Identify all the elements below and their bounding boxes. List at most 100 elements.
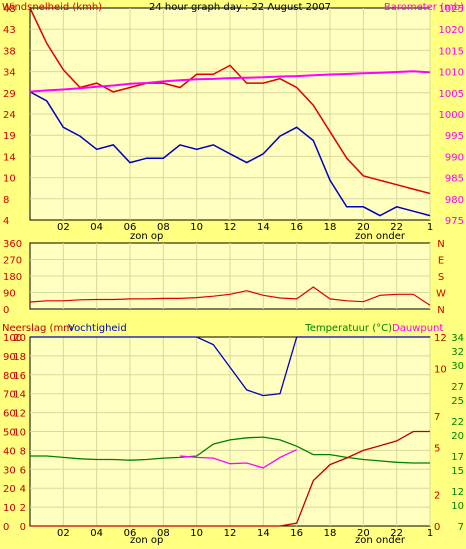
direction-tick-label: 270 <box>3 256 22 267</box>
barometer-tick-label: 1025 <box>439 4 464 15</box>
direction-tick-label: 360 <box>3 239 22 250</box>
humidity-tick-label: 20 <box>3 484 16 495</box>
temperature-tick-label: 32 <box>451 347 464 358</box>
x-tick-label: 04 <box>90 222 103 233</box>
wind-tick-label: 19 <box>3 131 16 142</box>
x-tick-label: 10 <box>190 222 203 233</box>
wind-tick-label: 8 <box>3 195 9 206</box>
barometer-tick-label: 985 <box>445 174 464 185</box>
humidity-tick-label: 10 <box>3 503 16 514</box>
temperature-tick-label: 30 <box>451 361 464 372</box>
x-tick-label: 16 <box>290 222 303 233</box>
rain-tick-label: 20 <box>13 333 26 344</box>
sunrise-label: zon op <box>130 535 163 545</box>
x-tick-label: 20 <box>357 222 370 233</box>
humidity-tick-label: 80 <box>3 371 16 382</box>
temperature-tick-label: 25 <box>451 396 464 407</box>
rain-scale-tick-label: 10 <box>434 365 447 376</box>
temperature-tick-label: 22 <box>451 417 464 428</box>
wind-speed-line <box>29 7 431 195</box>
humidity-axis-label: Vochtigheid <box>68 323 127 334</box>
rain-scale-tick-label: 7 <box>434 412 440 423</box>
rain-tick-label: 18 <box>13 352 26 363</box>
humidity-tick-label: 0 <box>3 522 9 533</box>
x-tick-label: 08 <box>157 528 170 539</box>
x-tick-label: 14 <box>257 528 270 539</box>
x-tick-label: 06 <box>124 528 137 539</box>
compass-tick-label: S <box>438 272 444 283</box>
grid-lines <box>30 8 431 526</box>
wind-tick-label: 38 <box>3 46 16 57</box>
wind-average-line <box>29 91 431 217</box>
barometer-tick-label: 1010 <box>439 68 464 79</box>
rain-tick-label: 0 <box>20 522 26 533</box>
x-tick-label: 02 <box>57 528 70 539</box>
direction-tick-label: 180 <box>3 272 22 283</box>
barometer-axis-label: Barometer (mb) <box>384 2 464 13</box>
barometer-tick-label: 1015 <box>439 46 464 57</box>
barometer-tick-label: 975 <box>445 216 464 227</box>
wind-axis-label: Windsnelheid (kmh) <box>2 2 102 13</box>
x-tick-label: 1 <box>427 222 433 233</box>
rain-tick-label: 12 <box>13 409 26 420</box>
rain-tick-label: 2 <box>20 503 26 514</box>
barometer-tick-label: 995 <box>445 131 464 142</box>
x-tick-label: 12 <box>224 528 237 539</box>
rain-scale-tick-label: 2 <box>434 491 440 502</box>
temperature-tick-label: 12 <box>451 487 464 498</box>
x-tick-label: 20 <box>357 528 370 539</box>
sunset-label: zon onder <box>355 231 406 242</box>
compass-tick-label: N <box>437 305 444 316</box>
wind-direction-line <box>29 286 431 306</box>
direction-tick-label: 90 <box>3 289 16 300</box>
rain-line <box>30 430 430 527</box>
barometer-tick-label: 1020 <box>439 25 464 36</box>
x-tick-label: 12 <box>224 222 237 233</box>
barometer-tick-label: 1005 <box>439 89 464 100</box>
dewpoint-line <box>179 449 297 469</box>
graph-title: 24 hour graph day : 22 August 2007 <box>149 2 331 13</box>
x-tick-label: 16 <box>290 528 303 539</box>
direction-tick-label: 0 <box>3 305 9 316</box>
barometer-tick-label: 990 <box>445 152 464 163</box>
wind-tick-label: 4 <box>3 216 9 227</box>
x-tick-label: 08 <box>157 222 170 233</box>
temperature-tick-label: 7 <box>458 522 464 533</box>
temperature-tick-label: 15 <box>451 466 464 477</box>
x-tick-label: 02 <box>57 222 70 233</box>
temperature-tick-label: 17 <box>451 452 464 463</box>
chart-marks <box>29 7 431 527</box>
barometer-tick-label: 1000 <box>439 110 464 121</box>
temperature-tick-label: 10 <box>451 501 464 512</box>
humidity-tick-label: 60 <box>3 409 16 420</box>
humidity-tick-label: 40 <box>3 446 16 457</box>
x-tick-label: 10 <box>190 528 203 539</box>
rain-tick-label: 6 <box>20 465 26 476</box>
compass-tick-label: N <box>437 239 444 250</box>
rain-scale-tick-label: 12 <box>434 333 447 344</box>
wind-tick-label: 14 <box>3 152 16 163</box>
rain-tick-label: 14 <box>13 390 26 401</box>
rain-tick-label: 10 <box>13 428 26 439</box>
rain-tick-label: 4 <box>20 484 26 495</box>
humidity-tick-label: 70 <box>3 390 16 401</box>
x-tick-label: 18 <box>324 528 337 539</box>
wind-tick-label: 24 <box>3 110 16 121</box>
humidity-tick-label: 50 <box>3 428 16 439</box>
humidity-tick-label: 100 <box>3 333 22 344</box>
dewpoint-axis-label: Dauwpunt <box>392 323 443 334</box>
humidity-line <box>30 336 430 397</box>
barometer-tick-label: 980 <box>445 195 464 206</box>
x-tick-label: 22 <box>390 222 403 233</box>
x-tick-label: 04 <box>90 528 103 539</box>
rain-scale-tick-label: 5 <box>434 443 440 454</box>
temperature-tick-label: 27 <box>451 382 464 393</box>
x-tick-label: 18 <box>324 222 337 233</box>
rain-tick-label: 8 <box>20 446 26 457</box>
temperature-axis-label: Temperatuur (°C) <box>304 323 392 334</box>
temperature-line <box>30 436 430 464</box>
barometer-line <box>29 70 431 93</box>
